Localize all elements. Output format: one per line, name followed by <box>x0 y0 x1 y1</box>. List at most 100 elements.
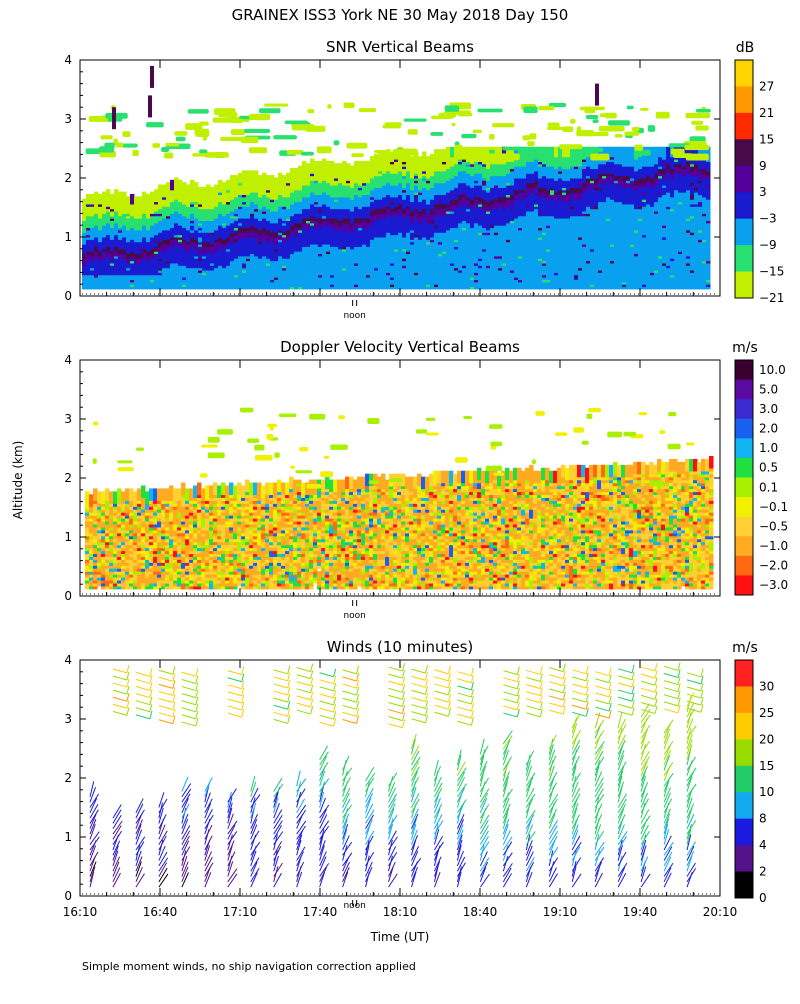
snr-panel-title: SNR Vertical Beams <box>326 38 474 56</box>
snr-cell <box>194 182 199 193</box>
snr-cell <box>318 160 323 172</box>
snr-cell <box>202 186 207 198</box>
snr-cell <box>402 151 407 162</box>
snr-cell <box>290 168 295 179</box>
snr-cell <box>354 160 359 172</box>
snr-cell <box>310 158 315 170</box>
snr-cell <box>422 151 427 162</box>
snr-cell <box>270 175 275 186</box>
snr-cell <box>134 196 139 207</box>
snr-cell <box>274 177 279 188</box>
snr-cell <box>178 179 183 191</box>
snr-cell <box>166 182 171 193</box>
snr-cell <box>434 149 439 160</box>
snr-cell <box>158 184 163 196</box>
snr-cell <box>382 151 387 162</box>
snr-cell <box>322 158 327 170</box>
snr-cell <box>90 193 95 205</box>
snr-cell <box>282 175 287 186</box>
snr-cell <box>94 191 99 203</box>
snr-cell <box>98 193 103 205</box>
snr-cell <box>334 163 339 174</box>
snr-cell <box>82 198 87 210</box>
snr-cell <box>114 189 119 200</box>
snr-cell <box>234 175 239 186</box>
snr-cell <box>138 196 143 207</box>
snr-cell <box>298 165 303 177</box>
snr-cell <box>426 156 431 167</box>
snr-cell <box>206 184 211 196</box>
snr-cell <box>278 172 283 184</box>
snr-cell <box>130 193 135 205</box>
snr-cell <box>306 163 311 174</box>
snr-cell <box>430 153 435 165</box>
snr-cell <box>386 149 391 160</box>
snr-cell <box>230 175 235 186</box>
snr-cell <box>446 146 451 158</box>
snr-cell <box>258 175 263 186</box>
snr-cell <box>378 151 383 162</box>
snr-cell <box>218 179 223 191</box>
snr-cell <box>302 160 307 172</box>
snr-cell <box>162 184 167 196</box>
snr-cell <box>390 151 395 162</box>
snr-cell <box>474 146 479 158</box>
snr-cell <box>418 156 423 167</box>
snr-cell <box>210 186 215 198</box>
snr-cell <box>190 179 195 191</box>
snr-cell <box>362 160 367 172</box>
snr-cell <box>122 191 127 203</box>
snr-cell <box>482 146 487 158</box>
snr-cell <box>174 177 179 188</box>
snr-cell <box>126 196 131 207</box>
snr-cell <box>182 182 187 193</box>
snr-cell <box>242 170 247 181</box>
snr-cell <box>358 160 363 172</box>
snr-cell <box>142 191 147 203</box>
snr-cell <box>86 193 91 205</box>
snr-cell <box>338 163 343 174</box>
snr-cell <box>262 172 267 184</box>
snr-cell <box>238 172 243 184</box>
snr-cell <box>370 156 375 167</box>
snr-cell <box>330 160 335 172</box>
snr-cell <box>150 191 155 203</box>
snr-cell <box>326 160 331 172</box>
snr-cell <box>346 163 351 174</box>
snr-cell <box>286 172 291 184</box>
snr-cell <box>254 170 259 181</box>
snr-cell <box>266 175 271 186</box>
snr-cell <box>442 149 447 160</box>
snr-cell <box>342 160 347 172</box>
snr-cell <box>470 146 475 158</box>
snr-cell <box>118 191 123 203</box>
snr-cell <box>154 189 159 200</box>
snr-cell <box>110 193 115 205</box>
snr-cell <box>462 146 467 158</box>
snr-cell <box>106 189 111 200</box>
snr-cell <box>294 168 299 179</box>
snr-cell <box>146 193 151 205</box>
snr-cell <box>466 146 471 158</box>
snr-cell <box>478 146 483 158</box>
snr-cell <box>226 179 231 191</box>
snr-cell <box>350 165 355 177</box>
snr-cell <box>410 156 415 167</box>
snr-cell <box>366 160 371 172</box>
snr-cell <box>170 179 175 191</box>
snr-cell <box>414 151 419 162</box>
snr-cell <box>450 146 455 158</box>
snr-cell <box>314 160 319 172</box>
snr-cell <box>246 170 251 181</box>
snr-cell <box>374 153 379 165</box>
snr-cell <box>198 186 203 198</box>
snr-cell <box>250 170 255 181</box>
snr-cell <box>222 182 227 193</box>
snr-cell <box>102 191 107 203</box>
snr-cell <box>438 149 443 160</box>
snr-field <box>82 65 711 290</box>
snr-cell <box>214 184 219 196</box>
snr-cell <box>186 184 191 196</box>
